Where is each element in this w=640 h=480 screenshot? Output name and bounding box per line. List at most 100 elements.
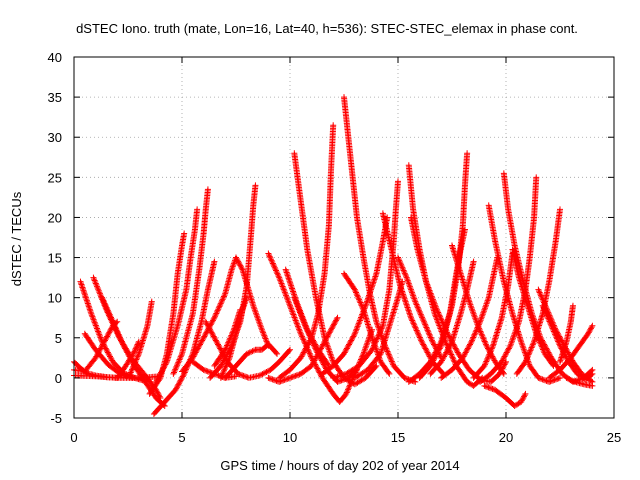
data-point	[106, 352, 113, 359]
data-point	[178, 376, 185, 383]
data-point	[224, 359, 231, 366]
data-point	[104, 332, 111, 339]
data-point	[271, 263, 278, 270]
y-tick-label: -5	[50, 411, 62, 426]
data-point	[104, 305, 111, 312]
data-point	[92, 354, 99, 361]
data-point	[237, 371, 244, 378]
data-point	[290, 313, 297, 320]
data-point	[217, 300, 224, 307]
data-point	[277, 277, 284, 284]
data-point	[95, 287, 102, 294]
data-points	[71, 94, 596, 417]
data-point	[192, 349, 199, 356]
data-point	[106, 329, 113, 336]
data-point	[107, 314, 114, 321]
data-point	[196, 342, 203, 349]
data-point	[92, 278, 99, 285]
data-point	[221, 348, 228, 355]
data-point	[237, 306, 244, 313]
data-point	[133, 342, 140, 349]
data-point	[259, 371, 266, 378]
data-point	[279, 283, 286, 290]
data-point	[292, 317, 299, 324]
data-point	[99, 296, 106, 303]
y-tick-label: 25	[48, 170, 62, 185]
data-point	[197, 341, 203, 348]
data-point	[90, 316, 97, 323]
data-point	[217, 345, 224, 352]
x-tick-label: 5	[178, 430, 185, 445]
data-point	[132, 345, 139, 352]
data-point	[103, 334, 110, 341]
data-point	[93, 283, 100, 290]
data-point	[101, 338, 108, 345]
data-point	[335, 378, 342, 385]
data-point	[198, 338, 205, 345]
data-point	[286, 301, 293, 308]
data-point	[179, 374, 185, 381]
data-point	[95, 329, 102, 336]
data-point	[93, 325, 100, 332]
data-point	[236, 371, 243, 378]
data-point	[291, 314, 298, 321]
data-point	[102, 301, 109, 308]
data-point	[171, 368, 178, 375]
data-point	[285, 299, 292, 306]
data-point	[226, 336, 233, 343]
data-point	[212, 336, 219, 343]
x-tick-label: 15	[391, 430, 405, 445]
data-point	[130, 363, 137, 370]
data-point	[194, 206, 201, 213]
data-point	[105, 330, 112, 337]
data-point	[261, 334, 268, 341]
data-point	[273, 267, 280, 274]
data-point	[210, 333, 217, 340]
data-point	[273, 268, 280, 275]
data-point	[217, 301, 224, 308]
data-point	[306, 349, 313, 356]
data-point	[283, 292, 290, 299]
data-point	[284, 296, 291, 303]
data-point	[215, 341, 221, 348]
data-point	[216, 344, 223, 351]
data-point	[223, 361, 230, 368]
data-point	[288, 305, 295, 312]
data-point	[225, 338, 232, 345]
data-point	[93, 324, 100, 331]
data-point	[93, 353, 100, 360]
data-point	[102, 303, 109, 310]
data-point	[91, 318, 98, 325]
data-point	[96, 332, 103, 339]
data-point	[343, 389, 350, 396]
data-point	[95, 349, 102, 356]
y-tick-label: 40	[48, 50, 62, 65]
data-point	[238, 263, 245, 270]
data-point	[202, 330, 209, 337]
data-point	[131, 360, 138, 367]
data-point	[107, 353, 113, 360]
data-point	[345, 385, 352, 392]
y-axis-label: dSTEC / TECUs	[9, 191, 24, 286]
data-point	[108, 325, 115, 332]
data-point	[178, 352, 185, 359]
data-point	[213, 310, 220, 317]
data-point	[266, 253, 273, 260]
data-point	[213, 309, 220, 316]
data-point	[195, 344, 202, 351]
data-point	[170, 369, 177, 376]
data-point	[228, 332, 235, 339]
y-tick-label: 0	[55, 371, 62, 386]
data-point	[315, 368, 322, 375]
data-point	[92, 321, 99, 328]
data-point	[211, 314, 218, 321]
data-point	[299, 333, 306, 340]
data-point	[92, 280, 99, 287]
data-point	[218, 299, 225, 306]
data-point	[122, 345, 129, 352]
data-point	[271, 264, 278, 271]
data-point	[276, 276, 283, 283]
data-point	[90, 274, 97, 281]
y-tick-label: 20	[48, 210, 62, 225]
data-point	[129, 365, 136, 372]
